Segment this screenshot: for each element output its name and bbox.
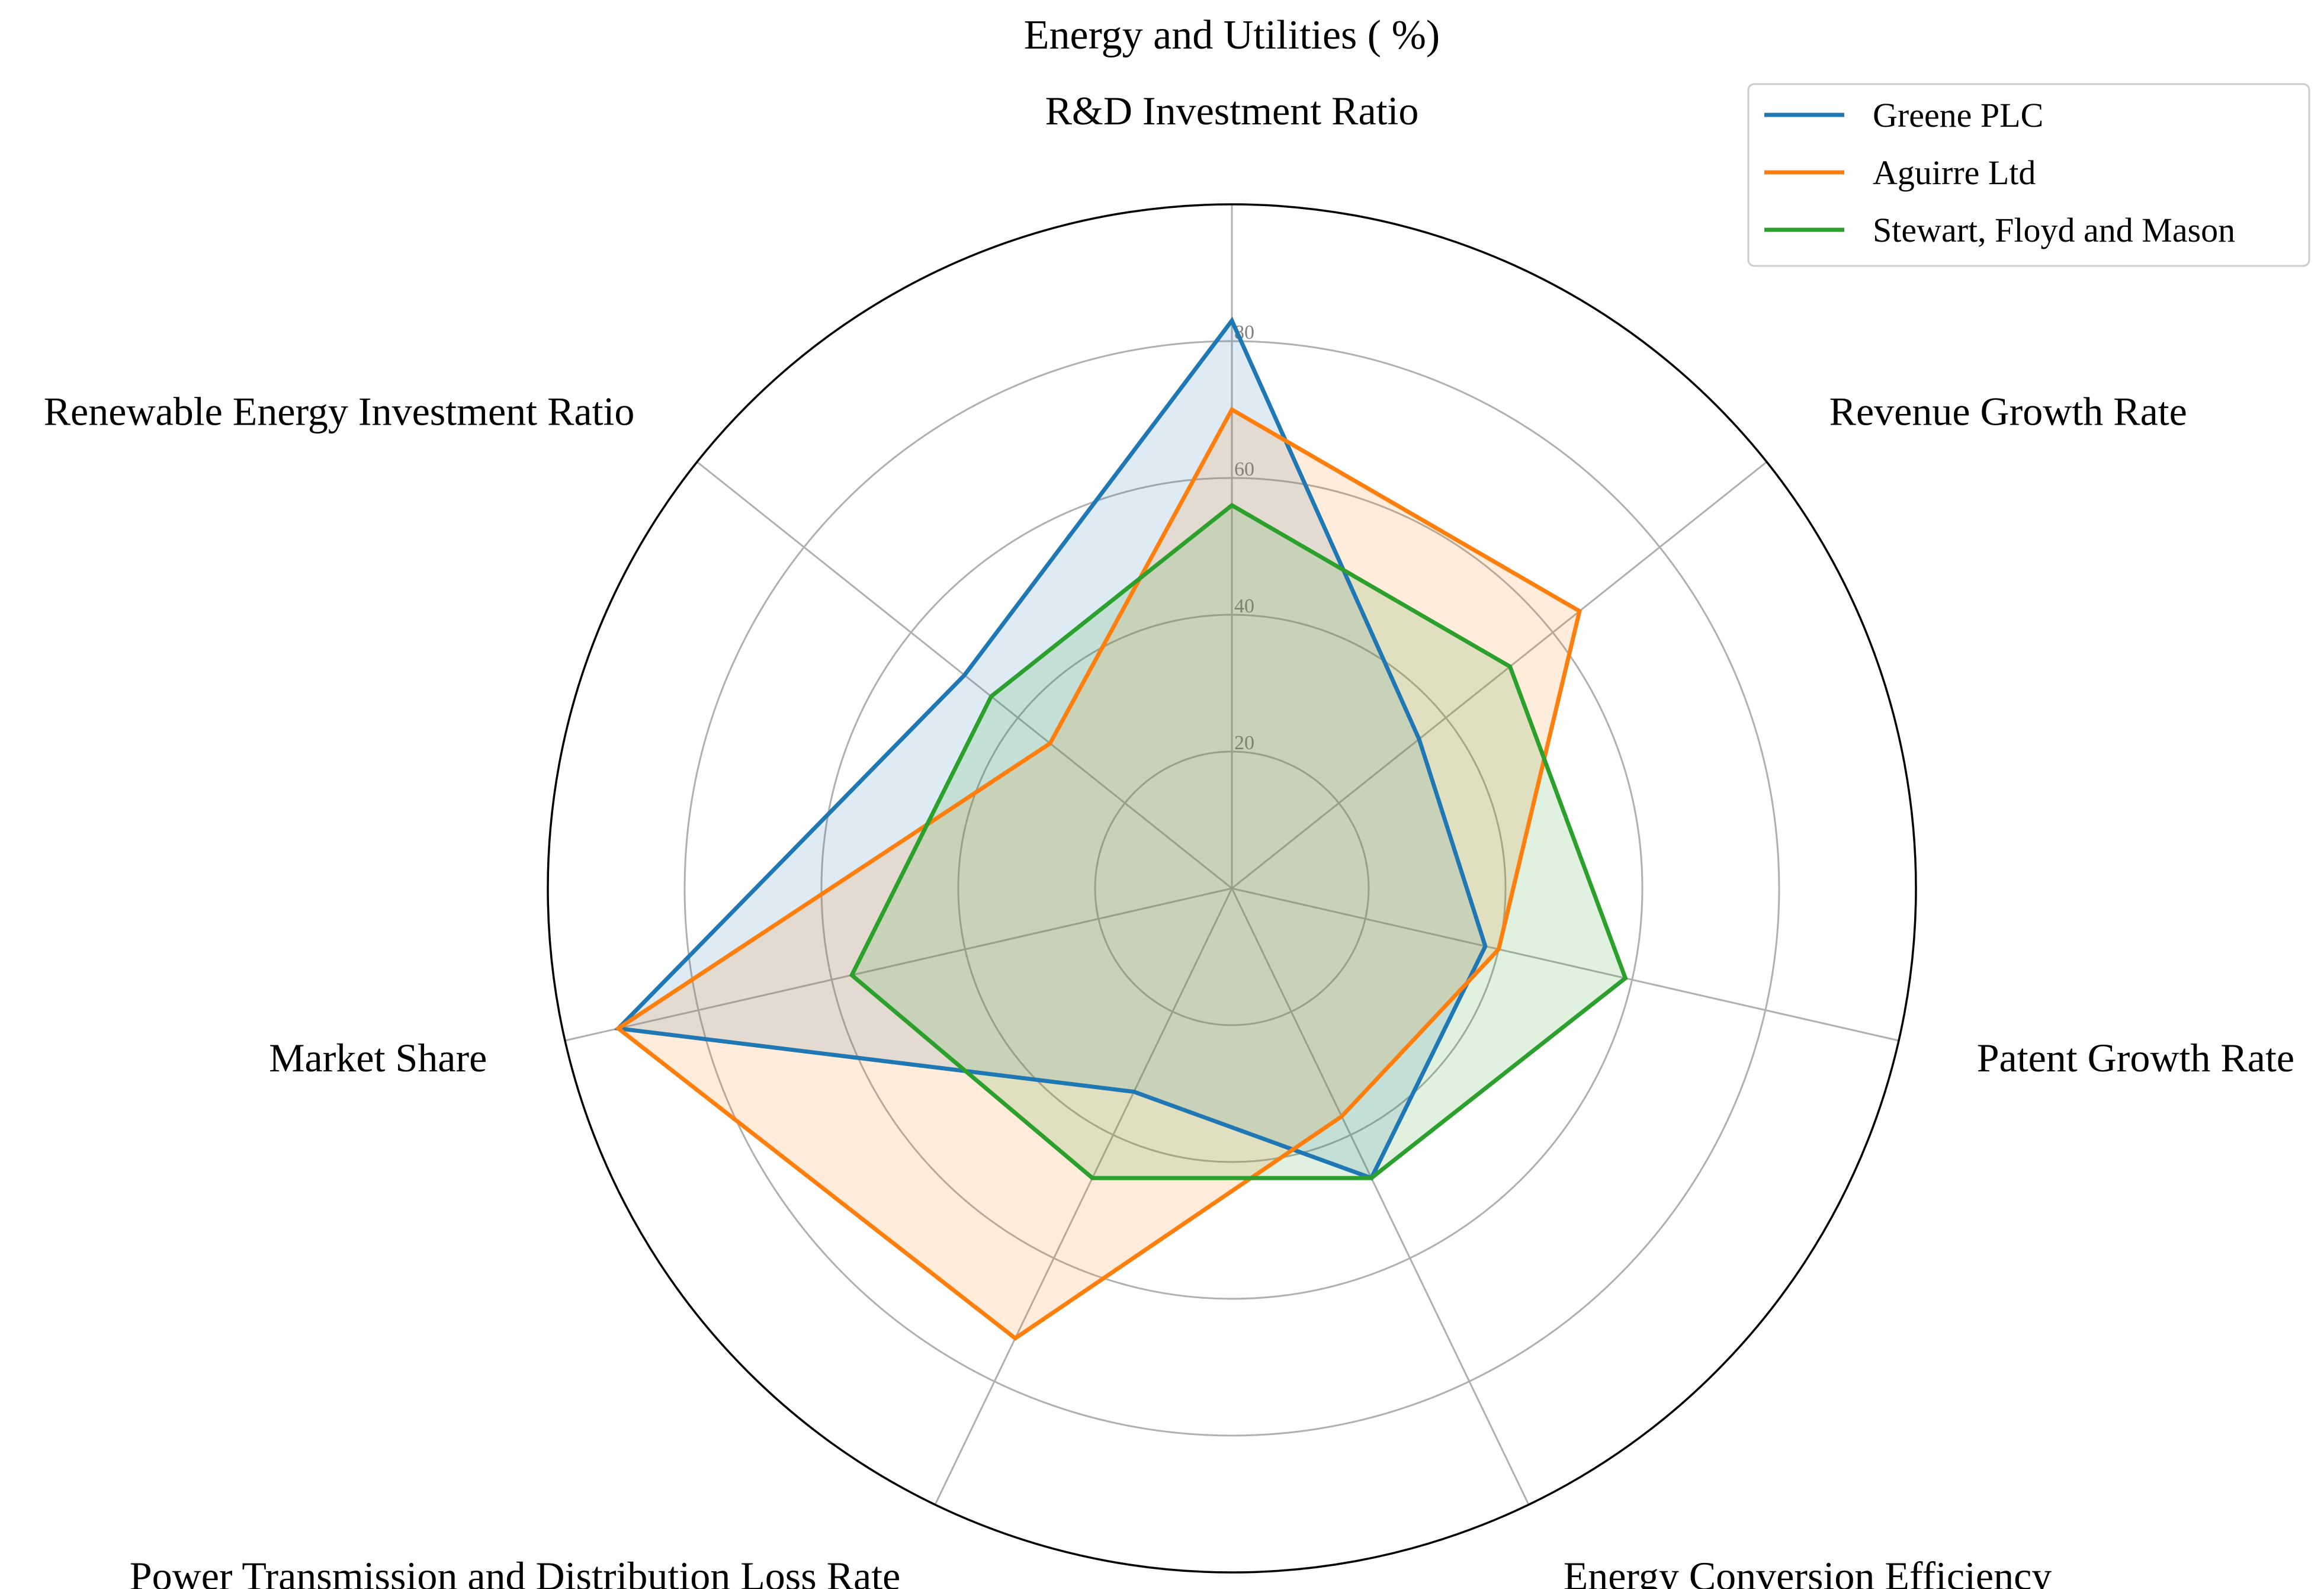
axis-spoke [1231,887,1899,1042]
axis-spoke [1231,461,1767,890]
series-line [849,502,1628,1180]
axis-spoke [1231,888,1530,1505]
axis-label: Energy Conversion Efficiency [1564,1553,2052,1589]
tick-label: 60 [1234,458,1254,480]
series-line [614,316,1488,1181]
legend-label: Aguirre Ltd [1873,153,2036,192]
axis-labels: R&D Investment Ratio Revenue Growth Rate P… [44,88,2294,1589]
axis-spoke [564,887,1232,1042]
legend-label: Greene PLC [1873,96,2043,134]
series-fill [618,320,1485,1179]
axis-label: Market Share [269,1035,487,1080]
tick-label: 40 [1234,595,1254,617]
axis-label: Power Transmission and Distribution Loss… [130,1553,901,1589]
axis-label: Patent Growth Rate [1977,1035,2294,1080]
series-line [615,406,1582,1341]
series-fill [618,409,1580,1338]
axis-spoke [934,888,1233,1505]
outer-ring [547,203,1917,1574]
axis-label: R&D Investment Ratio [1045,88,1419,133]
chart-title: Energy and Utilities ( %) [1024,12,1440,58]
axis-label: Revenue Growth Rate [1829,389,2187,434]
series-fill [852,505,1626,1179]
axis-label: Renewable Energy Investment Ratio [44,389,635,434]
tick-label: 20 [1234,732,1254,754]
legend-label: Stewart, Floyd and Mason [1873,211,2235,249]
legend-box [1747,83,2310,267]
series-layer [614,316,1628,1341]
legend: Greene PLC Aguirre Ltd Stewart, Floyd and … [1747,83,2310,267]
